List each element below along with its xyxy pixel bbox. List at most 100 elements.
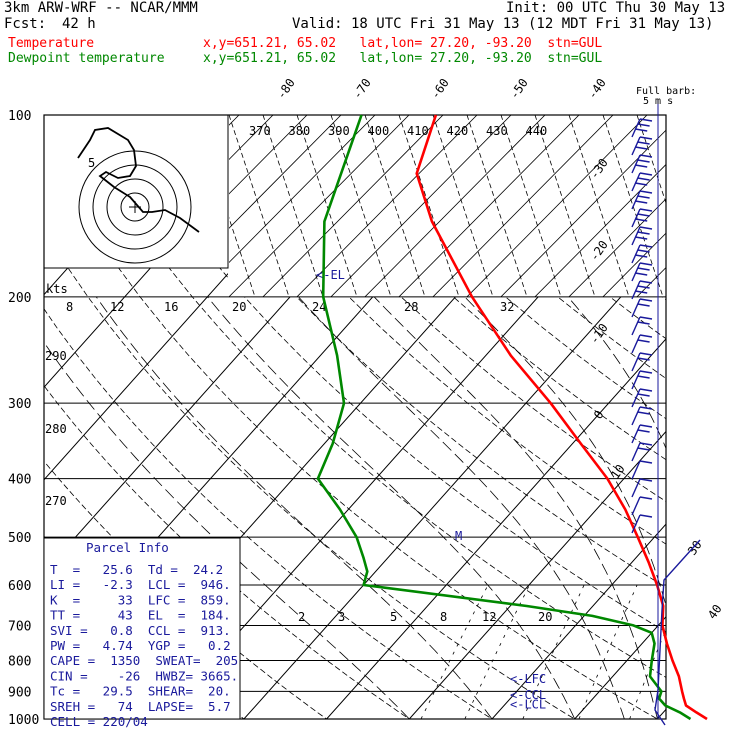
lfc-label: <-LFC <box>510 672 546 686</box>
theta-box-line <box>466 115 648 297</box>
dry-adiabat-line <box>283 115 666 461</box>
barb-legend-line2: 5 m s <box>643 96 673 107</box>
parcel-info-row: CELL = 220/04 <box>50 714 148 729</box>
pressure-tick-label: 600 <box>8 579 31 594</box>
wind-barb <box>631 424 653 444</box>
wind-barb <box>631 172 653 192</box>
isotherm-label: 30 <box>685 538 705 558</box>
parcel-info-box <box>43 537 241 720</box>
hodograph-ring-label: 5 <box>88 156 95 170</box>
theta-box-line <box>500 129 666 297</box>
theta-box-line <box>432 115 614 297</box>
wind-barb <box>631 316 653 336</box>
isotherm-line <box>657 708 666 719</box>
theta-label: 390 <box>328 124 350 138</box>
theta-label: 420 <box>447 124 469 138</box>
isotherm-label: -70 <box>350 76 374 102</box>
moist-adiabat-line <box>672 297 740 719</box>
parcel-info-row: CAPE = 1350 SWEAT= 205 <box>50 653 238 668</box>
mixing-ratio-label: 16 <box>164 300 178 314</box>
mixing-ratio-label: 20 <box>232 300 246 314</box>
mixing-ratio-label: 5 <box>390 610 397 624</box>
theta-box-line <box>671 115 740 297</box>
mixed-layer-label: M <box>455 529 462 543</box>
theta-label: 270 <box>45 494 67 508</box>
barb-legend-line1: Full barb: <box>636 86 696 97</box>
isotherm-line <box>243 245 666 719</box>
wind-barb <box>631 136 653 156</box>
wind-barb <box>631 334 653 354</box>
pressure-tick-label: 400 <box>8 473 31 488</box>
parcel-info-row: CIN = -26 HWBZ= 3665. <box>50 668 238 683</box>
pressure-tick-label: 900 <box>8 685 31 700</box>
dry-adiabat-line <box>44 460 328 719</box>
wind-barb <box>631 208 653 228</box>
dewpoint-location-info: x,y=651.21, 65.02 lat,lon= 27.20, -93.20… <box>203 51 603 66</box>
dewpoint-profile-line <box>316 114 692 721</box>
mixing-ratio-label: 8 <box>440 610 447 624</box>
wind-barb <box>631 118 653 138</box>
parcel-info-row: PW = 4.74 YGP = 0.2 <box>50 638 231 653</box>
theta-box-line <box>296 115 478 297</box>
wind-barb <box>631 406 653 426</box>
isotherm-line <box>408 430 666 719</box>
pressure-tick-label: 700 <box>8 619 31 634</box>
mixing-ratio-label: 24 <box>312 300 326 314</box>
dry-adiabat-line <box>240 115 666 502</box>
theta-box <box>228 115 666 297</box>
mixing-ratio-label: 20 <box>538 610 552 624</box>
init-time: Init: 00 UTC Thu 30 May 13 <box>506 0 726 16</box>
isotherm-label: -40 <box>585 76 609 102</box>
parcel-info-row: T = 25.6 Td = 24.2 <box>50 562 223 577</box>
mixing-ratio-label: 32 <box>500 300 514 314</box>
wind-barb <box>631 370 653 390</box>
moist-adiabat-line <box>464 296 666 608</box>
parcel-info-row: SVI = 0.8 CCL = 913. <box>50 623 231 638</box>
isotherm-label: -50 <box>507 76 531 102</box>
theta-label: 370 <box>249 124 271 138</box>
wind-barb <box>631 262 653 282</box>
mixing-ratio-label: 2 <box>298 610 305 624</box>
dewpoint-legend: Dewpoint temperature <box>8 51 165 66</box>
mixing-ratio-label: 8 <box>66 300 73 314</box>
wind-barb <box>631 352 653 372</box>
theta-label: 380 <box>289 124 311 138</box>
dry-adiabat-line <box>155 115 666 588</box>
hodograph-ring <box>106 178 164 236</box>
theta-box-line <box>229 115 410 297</box>
pressure-tick-label: 800 <box>8 654 31 669</box>
wind-barb <box>631 154 653 174</box>
mixing-ratio-label: 3 <box>338 610 345 624</box>
wind-barb <box>631 478 653 498</box>
theta-box-line <box>671 115 731 297</box>
lcl-label: <-LCL <box>510 697 546 711</box>
theta-box-line <box>705 115 740 297</box>
theta-label: 280 <box>45 422 67 436</box>
theta-box-line <box>534 163 666 297</box>
dry-adiabat-line <box>369 115 666 379</box>
isotherm-label: 10 <box>608 462 628 482</box>
parcel-info-row: LI = -2.3 LCL = 946. <box>50 577 231 592</box>
mixing-ratio-line <box>697 585 740 719</box>
dry-adiabat-line <box>44 229 576 719</box>
wind-barb <box>631 514 653 534</box>
wind-barb <box>631 298 653 318</box>
parcel-info-row: K = 33 LFC = 859. <box>50 592 231 607</box>
valid-time: Valid: 18 UTC Fri 31 May 13 (12 MDT Fri … <box>292 16 714 32</box>
el-label: <-EL <box>316 268 345 282</box>
wind-barb <box>631 496 653 516</box>
isotherm-label: -80 <box>274 76 298 102</box>
theta-box-line <box>229 115 308 195</box>
hodograph-trace <box>77 127 200 233</box>
parcel-info-row: TT = 43 EL = 184. <box>50 608 231 623</box>
hodograph-units-label: kts <box>46 282 68 296</box>
theta-box-line <box>364 115 546 297</box>
theta-box-line <box>398 115 580 297</box>
hodograph-box <box>43 114 229 269</box>
wind-barb <box>631 280 653 300</box>
pressure-tick-label: 300 <box>8 397 31 412</box>
isotherm-label: 40 <box>705 602 725 622</box>
isotherm-line <box>326 338 666 719</box>
dry-adiabat-line <box>112 115 666 633</box>
